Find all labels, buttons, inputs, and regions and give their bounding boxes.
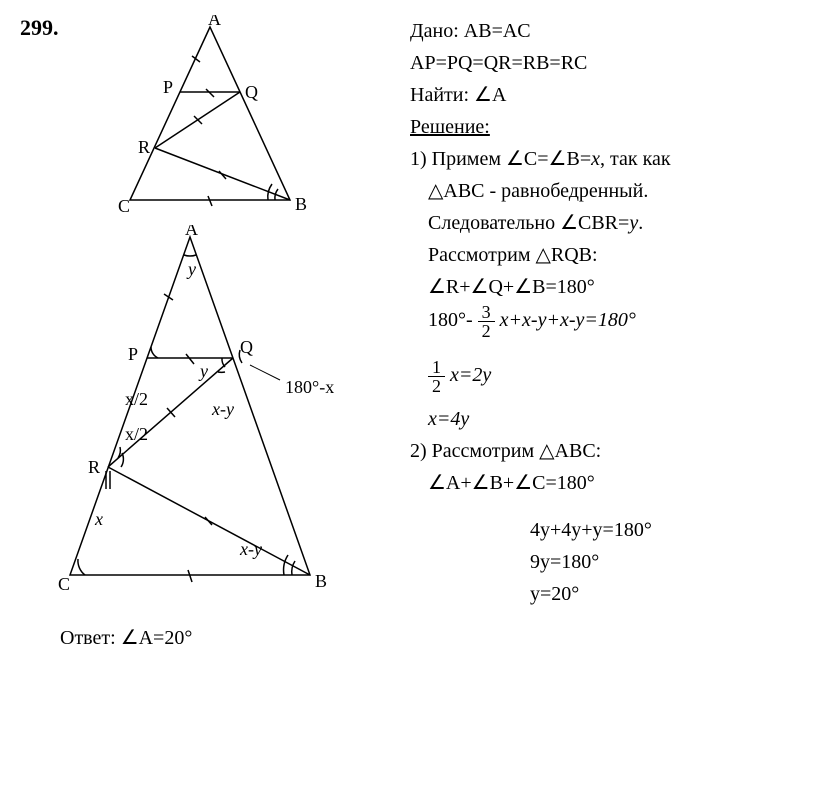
calc2: 9y=180° [530, 546, 816, 578]
svg-text:P: P [163, 77, 173, 97]
calc1: 4y+4y+y=180° [530, 514, 816, 546]
svg-text:180°-x: 180°-x [285, 377, 334, 397]
step1-a: 1) Примем ∠C=∠B= [410, 148, 591, 170]
frac-1-2: 1 2 [428, 358, 445, 395]
svg-text:y: y [186, 259, 196, 279]
solution-text: Дано: AB=AC AP=PQ=QR=RB=RC Найти: ∠A Реш… [410, 15, 816, 650]
svg-text:B: B [295, 194, 307, 214]
given-label: Дано: [410, 20, 459, 42]
find-value: ∠A [474, 84, 506, 106]
svg-text:C: C [118, 196, 130, 215]
step2-a: 2) Рассмотрим △ABC: [410, 435, 816, 467]
svg-text:y: y [198, 361, 208, 381]
step1-i: x=4y [428, 408, 469, 430]
step1-b: , так как [600, 148, 671, 170]
find-label: Найти: [410, 84, 469, 106]
figure-2: A y P y Q 180°-x x/2 x/2 x-y R x x-y C B [40, 225, 380, 595]
problem-number: 299. [20, 15, 59, 41]
answer: Ответ: ∠A=20° [60, 625, 380, 650]
step1-d-var: y [629, 212, 638, 234]
svg-text:x-y: x-y [211, 399, 234, 419]
step1-g-post: x+x-y+x-y=180° [500, 309, 636, 331]
answer-value: ∠A=20° [121, 627, 193, 649]
frac-3-2: 3 2 [478, 303, 495, 340]
given-1: AB=AC [464, 20, 531, 42]
answer-label: Ответ: [60, 627, 116, 649]
calc3: y=20° [530, 578, 816, 610]
svg-text:Q: Q [240, 337, 253, 357]
svg-text:A: A [185, 225, 198, 239]
step1-g-pre: 180°- [428, 309, 478, 331]
svg-text:A: A [208, 15, 221, 29]
svg-text:R: R [138, 137, 150, 157]
figure-1: A P Q R C B [80, 15, 340, 215]
given-2: AP=PQ=QR=RB=RC [410, 47, 816, 79]
step1-d: Следовательно ∠CBR= [428, 212, 629, 234]
svg-text:Q: Q [245, 82, 258, 102]
svg-text:C: C [58, 574, 70, 594]
step1-c: △ABC - равнобедренный. [410, 175, 816, 207]
svg-text:B: B [315, 571, 327, 591]
svg-text:R: R [88, 457, 100, 477]
svg-text:x/2: x/2 [125, 424, 148, 444]
solution-label: Решение: [410, 111, 816, 143]
step1-e: Рассмотрим △RQB: [410, 239, 816, 271]
svg-text:x-y: x-y [239, 539, 262, 559]
svg-text:P: P [128, 344, 138, 364]
step1-h-post: x=2y [450, 364, 491, 386]
step1-f: ∠R+∠Q+∠B=180° [410, 271, 816, 303]
svg-text:x/2: x/2 [125, 389, 148, 409]
step2-b: ∠A+∠B+∠C=180° [410, 467, 816, 499]
step1-d-end: . [638, 212, 643, 234]
svg-text:x: x [94, 509, 103, 529]
step1-var: x [591, 148, 600, 170]
